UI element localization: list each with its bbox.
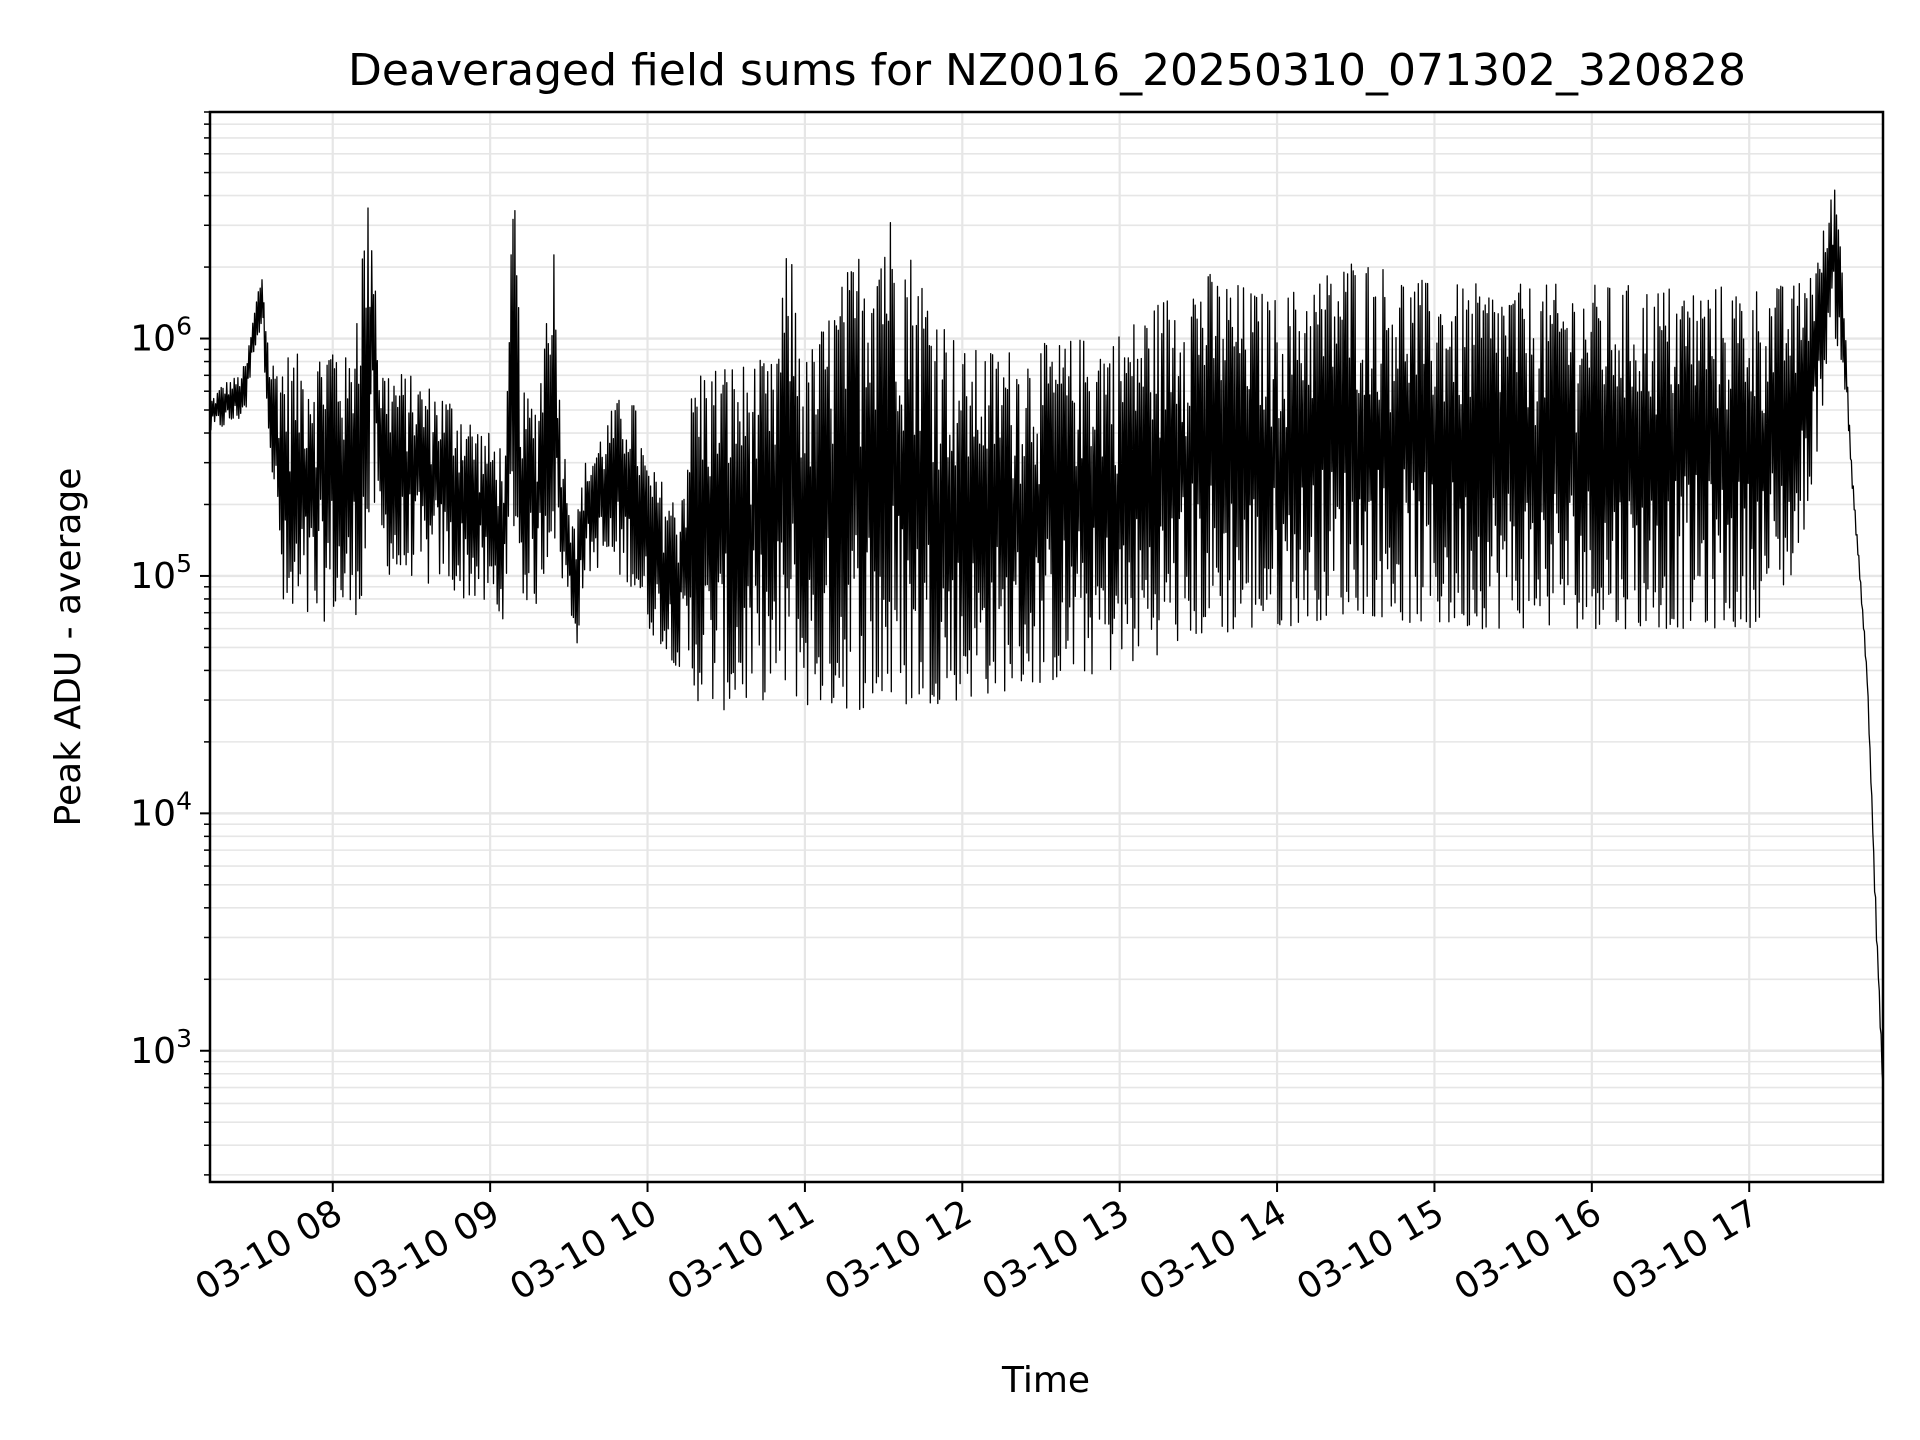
grid [210, 111, 1883, 1182]
x-axis-label: Time [1001, 1360, 1090, 1401]
chart-title: Deaveraged field sums for NZ0016_2025031… [348, 45, 1746, 96]
y-tick-label: 103 [130, 1024, 192, 1072]
y-tick-label: 106 [130, 312, 192, 360]
series-line [209, 189, 1884, 1083]
data-line [209, 189, 1884, 1083]
y-tick-label: 105 [130, 549, 192, 597]
y-axis: 103 104 105 106 [130, 111, 210, 1176]
y-tick-label: 104 [130, 786, 192, 834]
y-axis-label: Peak ADU - average [48, 468, 89, 827]
